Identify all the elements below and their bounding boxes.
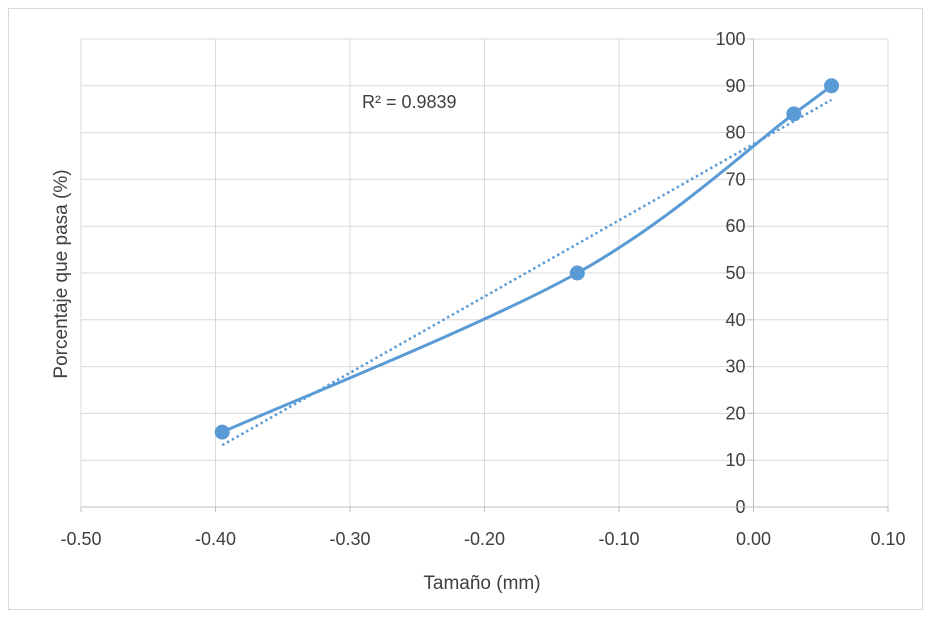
y-tick-label: 100	[715, 29, 745, 49]
data-point	[786, 106, 802, 122]
y-tick-label: 20	[725, 403, 745, 423]
x-tick-label: -0.30	[329, 529, 370, 549]
data-point	[214, 424, 230, 440]
series-line	[220, 84, 834, 434]
y-tick-label: 70	[725, 169, 745, 189]
data-series	[214, 78, 840, 440]
y-tick-label: 50	[725, 263, 745, 283]
data-point	[569, 265, 585, 281]
x-tick-label: 0.10	[870, 529, 905, 549]
y-axis-title: Porcentaje que pasa (%)	[51, 169, 72, 378]
chart-area	[8, 8, 923, 610]
y-tick-label: 10	[725, 450, 745, 470]
y-tick-label: 60	[725, 216, 745, 236]
x-tick-label: -0.10	[598, 529, 639, 549]
x-axis: -0.50 -0.40 -0.30 -0.20 -0.10 0.00 0.10	[60, 506, 906, 549]
y-tick-label: 80	[725, 123, 745, 143]
data-point	[824, 78, 840, 94]
x-tick-label: -0.20	[464, 529, 505, 549]
y-tick-label: 40	[725, 310, 745, 330]
y-tick-label: 30	[725, 357, 745, 377]
x-tick-label: 0.00	[736, 529, 771, 549]
x-tick-label: -0.50	[60, 529, 101, 549]
x-tick-label: -0.40	[195, 529, 236, 549]
gridlines	[80, 38, 889, 508]
r-squared-label: R² = 0.9839	[362, 92, 457, 112]
y-tick-label: 90	[725, 76, 745, 96]
x-axis-title: Tamaño (mm)	[423, 573, 540, 594]
